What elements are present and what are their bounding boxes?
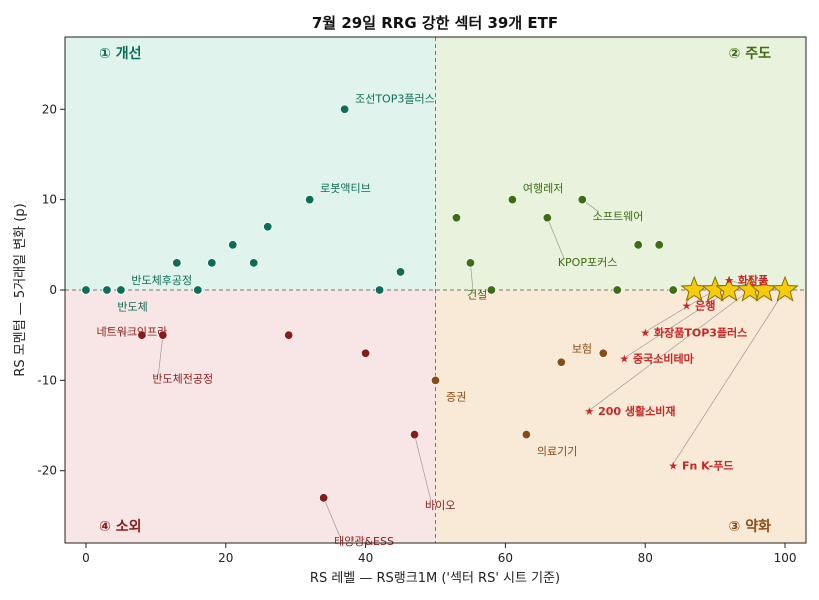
point-label: 반도체 <box>117 300 147 313</box>
star-leader-line <box>671 289 786 466</box>
data-point <box>158 330 168 340</box>
point-label: 의료기기 <box>537 445 577 458</box>
data-point <box>430 375 441 386</box>
y-axis-ticks: -20 -10 0 10 20 <box>37 102 65 478</box>
quadrant-label-leading: ② 주도 <box>729 46 772 62</box>
point-label: 반도체전공정 <box>152 373 213 386</box>
point-label: 네트워크인프라 <box>96 326 167 339</box>
star-label: ★ 은행 <box>682 298 716 312</box>
data-point <box>556 357 567 367</box>
quadrant-labels: ① 개선 ② 주도 ③ 약화 ④ 소외 <box>99 46 771 535</box>
data-point <box>668 285 678 295</box>
point-labels: 반도체 반도체후공정 로봇액티브 조선TOP3플러스네트워크인프라반도체전공정태양광&… <box>96 92 768 548</box>
data-point <box>395 267 406 277</box>
quadrant-label-improving: ① 개선 <box>99 46 142 62</box>
leader-line <box>102 327 142 336</box>
data-point <box>542 213 553 223</box>
x-axis-ticks: 0 20 40 60 80 100 <box>82 543 796 565</box>
y-tick-label: 10 <box>42 193 57 207</box>
data-point <box>207 258 217 268</box>
data-point <box>598 348 608 358</box>
y-axis-label: RS 모멘텀 — 5거래일 변화 (p) <box>13 203 28 376</box>
data-point <box>360 348 371 358</box>
star-label: ★ 화장품TOP3플러스 <box>640 325 747 339</box>
data-point <box>81 285 91 295</box>
star-leader-line <box>623 289 730 359</box>
chart-title: 7월 29일 RRG 강한 섹터 39개 ETF <box>312 14 558 32</box>
point-label: 조선TOP3플러스 <box>355 92 435 105</box>
star-label: ★ Fn K-푸드 <box>668 459 733 472</box>
data-point <box>465 258 476 268</box>
data-point <box>507 194 518 205</box>
x-tick-label: 80 <box>638 551 653 565</box>
data-point <box>304 194 315 205</box>
data-point <box>486 285 497 295</box>
data-point <box>374 285 385 295</box>
leader-line <box>158 335 164 375</box>
data-point <box>116 285 126 295</box>
point-label: 보험 <box>572 343 592 356</box>
star-leader-line <box>644 289 716 333</box>
point-label: 건설 <box>467 289 487 302</box>
point-label: 증권 <box>446 391 466 404</box>
leader-line <box>414 434 432 502</box>
x-axis-label: RS 레벨 — RS랭크1M ('섹터 RS' 시트 기준) <box>310 571 560 586</box>
y-tick-label: -10 <box>37 373 57 387</box>
point-label: 반도체후공정 <box>131 274 192 287</box>
x-tick-label: 100 <box>774 551 797 565</box>
quadrant-label-lagging: ④ 소외 <box>99 518 142 535</box>
star-markers <box>680 275 799 302</box>
quadrant-backgrounds <box>65 37 806 543</box>
data-points <box>81 104 678 503</box>
point-label: 소프트웨어 <box>593 210 644 223</box>
data-point <box>633 240 643 250</box>
star-leader-line <box>588 289 751 412</box>
point-label: 여행레저 <box>523 182 563 195</box>
leader-line <box>323 497 341 538</box>
data-point <box>612 285 622 295</box>
data-point <box>172 258 182 268</box>
star-label: ★ 화장품 <box>724 273 768 287</box>
point-label: KPOP포커스 <box>558 256 618 269</box>
x-tick-label: 60 <box>498 551 513 565</box>
star-point <box>771 275 799 302</box>
data-point <box>577 194 588 205</box>
data-point <box>193 285 203 295</box>
star-label: ★ 200 생활소비재 <box>584 404 675 418</box>
point-label: 바이오 <box>425 499 455 512</box>
data-point <box>102 285 112 295</box>
data-point <box>521 429 532 440</box>
point-label: 로봇액티브 <box>320 182 371 195</box>
y-tick-label: 20 <box>42 102 57 116</box>
bg-improving <box>65 37 436 290</box>
bg-leading <box>435 37 806 290</box>
star-label: ★ 중국소비테마 <box>619 352 694 366</box>
bg-weakening <box>435 290 806 543</box>
y-tick-label: -20 <box>37 464 57 478</box>
data-point <box>283 330 294 340</box>
data-point <box>249 258 259 268</box>
data-point <box>451 213 462 223</box>
data-point <box>409 429 420 440</box>
point-label: 태양광&ESS <box>334 535 394 548</box>
data-point <box>228 240 238 250</box>
data-point <box>318 493 329 503</box>
data-point <box>137 330 147 340</box>
data-point <box>339 104 350 114</box>
x-tick-label: 40 <box>358 551 373 565</box>
midlines <box>65 37 806 543</box>
leader-line <box>547 217 565 259</box>
x-tick-label: 0 <box>82 551 90 565</box>
x-tick-label: 20 <box>218 551 233 565</box>
data-point <box>654 240 664 250</box>
data-point <box>263 222 273 232</box>
y-tick-label: 0 <box>49 283 57 297</box>
quadrant-label-weakening: ③ 약화 <box>729 518 772 535</box>
